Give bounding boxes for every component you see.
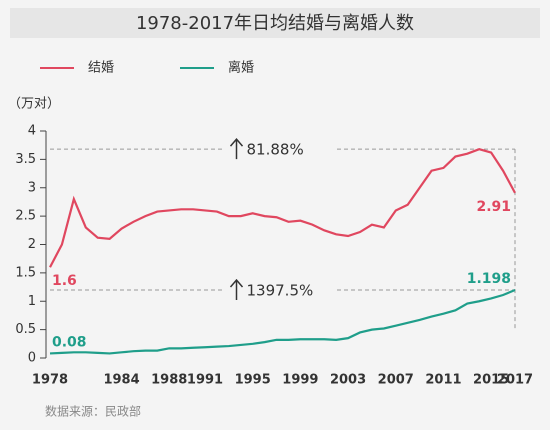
value-label: 0.08 bbox=[52, 334, 87, 350]
y-tick-label: 1.5 bbox=[15, 265, 36, 280]
annotation-bg bbox=[224, 137, 335, 162]
legend-label: 结婚 bbox=[88, 61, 114, 76]
y-tick-label: 4 bbox=[28, 124, 36, 139]
annotation-arrow bbox=[229, 138, 244, 160]
x-tick-label: 2007 bbox=[378, 373, 414, 388]
y-tick-label: 0 bbox=[28, 351, 36, 366]
value-label: 2.91 bbox=[476, 199, 511, 215]
x-tick-label: 2003 bbox=[330, 373, 366, 388]
value-label: 1.6 bbox=[52, 273, 77, 289]
x-tick-label: 2011 bbox=[425, 373, 461, 388]
annotation-bg bbox=[224, 278, 335, 303]
annotation: 81.88% bbox=[247, 141, 304, 159]
series-line bbox=[49, 148, 516, 268]
chart-title: 1978-2017年日均结婚与离婚人数 bbox=[136, 13, 414, 34]
x-tick-label: 1984 bbox=[103, 373, 139, 388]
series-line bbox=[49, 288, 516, 355]
x-tick-label: 1991 bbox=[187, 373, 223, 388]
y-tick-label: 3 bbox=[28, 180, 36, 195]
title-band bbox=[10, 8, 540, 38]
y-tick-label: 1 bbox=[28, 294, 36, 309]
annotation: 1397.5% bbox=[247, 282, 314, 300]
y-tick-label: 2.5 bbox=[15, 209, 36, 224]
legend-label: 离婚 bbox=[228, 60, 254, 76]
y-tick-label: 2 bbox=[28, 237, 36, 252]
x-tick-label: 1995 bbox=[235, 373, 271, 388]
annotation-arrow bbox=[229, 278, 244, 301]
x-tick-label: 2015 bbox=[473, 373, 509, 388]
source: 数据来源：民政部 bbox=[45, 404, 141, 419]
x-tick-label: 2017 bbox=[497, 373, 533, 388]
x-tick-label: 1999 bbox=[282, 373, 318, 388]
x-tick-label: 1988 bbox=[151, 373, 187, 388]
value-label: 1.198 bbox=[467, 271, 511, 287]
y-tick-label: 3.5 bbox=[15, 152, 36, 167]
x-tick-label: 1978 bbox=[32, 373, 68, 388]
y-axis-label: （万对） bbox=[8, 97, 60, 112]
y-tick-label: 0.5 bbox=[15, 322, 36, 337]
